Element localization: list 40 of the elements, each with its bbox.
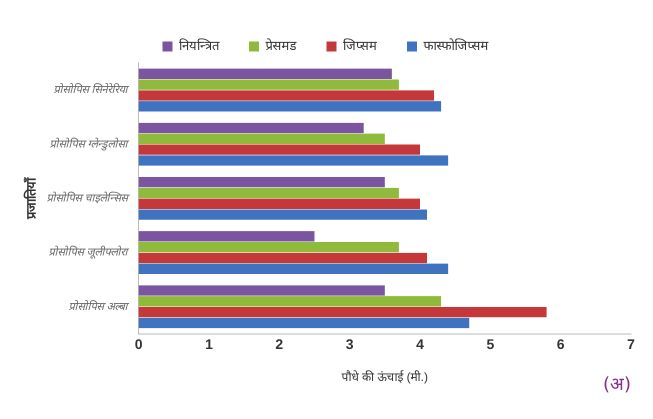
x-tick-label: 2: [275, 336, 284, 352]
bar: [138, 80, 399, 90]
y-axis-title: प्रजातियाँ: [23, 176, 38, 220]
bar: [138, 306, 547, 318]
x-axis-title: पौधे की ऊंचाई (मी.): [342, 370, 428, 384]
bar: [138, 68, 392, 79]
bar: [138, 285, 385, 296]
bar: [138, 198, 420, 209]
y-tick-label: प्रोसोपिस अल्बा: [68, 300, 130, 313]
y-tick-label: प्रोसोपिस जूलीफ्लोरा: [48, 246, 130, 260]
bar: [138, 177, 385, 188]
legend-label: प्रेसमड: [266, 38, 298, 54]
bar: [138, 210, 428, 220]
x-tick-label: 5: [486, 336, 494, 352]
bar: [138, 264, 448, 274]
legend-label: जिप्सम: [343, 38, 377, 54]
y-tick-label: प्रोसोपिस चाइलेन्सिस: [46, 191, 131, 204]
bar: [138, 144, 420, 155]
bar: [138, 252, 428, 264]
bar: [138, 155, 448, 166]
bar: [138, 122, 364, 134]
bar: [138, 242, 399, 252]
legend-label: नियन्त्रित: [179, 38, 220, 54]
bar: [138, 101, 442, 112]
x-tick-label: 3: [346, 336, 354, 352]
bar: [138, 90, 434, 101]
x-tick-label: 6: [556, 336, 565, 352]
text: (अ): [602, 373, 631, 395]
x-tick-label: 1: [205, 336, 214, 352]
bar: [138, 231, 314, 242]
x-tick-label: 4: [416, 336, 424, 352]
y-tick-label: प्रोसोपिस ग्लेन्डुलोसा: [50, 137, 130, 150]
legend-label: फास्फोजिप्सम: [424, 38, 488, 54]
x-tick-label: 7: [627, 336, 636, 352]
bar: [138, 188, 399, 198]
bar: [138, 296, 442, 306]
x-tick-label: 0: [134, 336, 143, 352]
y-tick-label: प्रोसोपिस सिनेरेरिया: [54, 83, 130, 96]
bar: [138, 134, 385, 144]
bar: [138, 318, 470, 328]
